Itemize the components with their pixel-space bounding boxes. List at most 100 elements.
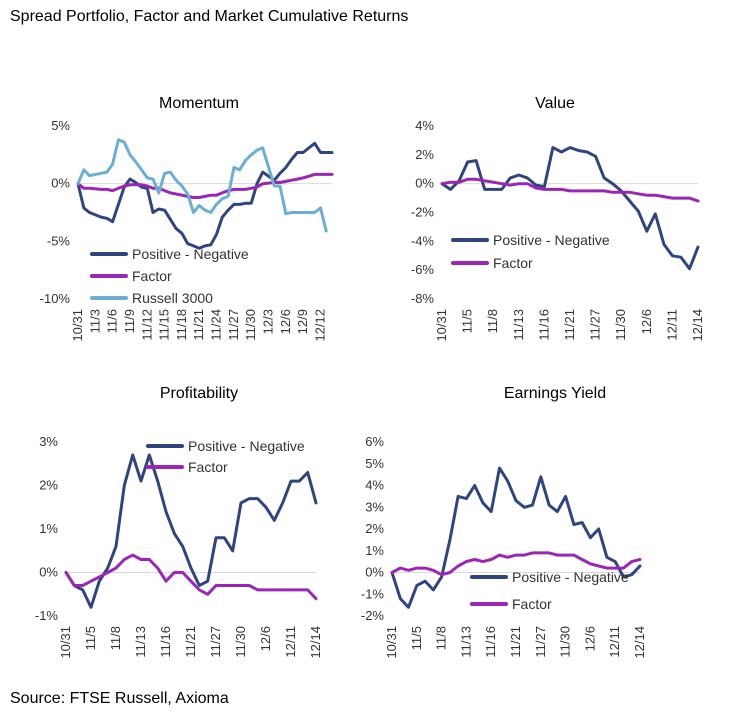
x-tick-label: 11/21 — [191, 309, 206, 341]
x-tick-label: 10/31 — [70, 309, 85, 342]
x-tick-label: 11/30 — [233, 626, 248, 658]
y-tick-label: 0% — [415, 176, 434, 191]
x-tick-label: 11/9 — [122, 309, 137, 333]
x-tick-label: 11/30 — [243, 309, 258, 341]
x-tick-label: 11/5 — [409, 626, 424, 650]
y-tick-label: 2% — [39, 478, 58, 493]
x-tick-label: 12/14 — [690, 309, 705, 342]
y-tick-label: 3% — [39, 434, 58, 449]
x-tick-label: 11/18 — [174, 309, 189, 341]
x-tick-label: 11/13 — [133, 626, 148, 658]
x-tick-label: 11/8 — [434, 626, 449, 650]
legend-label: Positive - Negative — [188, 438, 305, 454]
y-tick-label: -1% — [361, 586, 385, 601]
source-note: Source: FTSE Russell, Axioma — [10, 690, 229, 707]
legend-label: Factor — [132, 268, 172, 284]
x-tick-label: 12/11 — [283, 626, 298, 658]
x-tick-label: 12/12 — [312, 309, 327, 342]
y-tick-label: -2% — [411, 205, 435, 220]
legend-label: Positive - Negative — [512, 569, 629, 585]
chart-value: Value -8% -6% -4% -2% 0% 2% 4% 10/31 11/5 11/8 11/1… — [411, 95, 705, 342]
x-tick-label: 12/3 — [261, 309, 276, 334]
chart-title: Value — [535, 95, 575, 112]
y-tick-label: -2% — [361, 608, 385, 623]
chart-earnings-yield: Earnings Yield -2% -1% 0% 1% 2% 3% 4% 5% 6% 10/31 1… — [361, 385, 647, 659]
y-tick-label: 4% — [415, 118, 434, 133]
x-tick-label: 11/21 — [562, 309, 577, 341]
y-tick-label: -5% — [47, 233, 71, 248]
series-line-positive-negative — [64, 453, 318, 609]
x-tick-label: 11/16 — [483, 626, 498, 658]
x-tick-label: 11/27 — [226, 309, 241, 341]
x-tick-label: 11/13 — [458, 626, 473, 658]
y-tick-label: 0% — [365, 565, 384, 580]
x-tick-label: 12/11 — [664, 309, 679, 341]
chart-title: Earnings Yield — [504, 385, 606, 402]
y-tick-label: -1% — [35, 608, 59, 623]
y-tick-label: 0% — [39, 565, 58, 580]
x-tick-label: 11/21 — [508, 626, 523, 658]
y-tick-label: 6% — [365, 434, 384, 449]
x-tick-label: 11/5 — [460, 309, 475, 333]
x-tick-label: 11/27 — [208, 626, 223, 658]
legend-label: Factor — [512, 596, 552, 612]
series-line-positive-negative — [390, 466, 642, 609]
y-tick-label: 4% — [365, 478, 384, 493]
x-tick-label: 11/6 — [105, 309, 120, 333]
y-tick-label: 1% — [39, 521, 58, 536]
x-tick-label: 11/16 — [158, 626, 173, 658]
x-tick-label: 11/13 — [511, 309, 526, 341]
chart-title: Momentum — [159, 95, 239, 112]
series-line-positive-negative — [76, 141, 334, 250]
x-tick-label: 11/12 — [139, 309, 154, 341]
x-tick-label: 10/31 — [434, 309, 449, 342]
x-tick-label: 11/21 — [183, 626, 198, 658]
x-tick-label: 11/27 — [533, 626, 548, 658]
y-tick-label: 1% — [365, 543, 384, 558]
series-line-russell-3000 — [76, 138, 328, 233]
y-tick-label: 2% — [365, 521, 384, 536]
y-tick-label: 3% — [365, 499, 384, 514]
x-tick-label: 12/6 — [582, 626, 597, 651]
x-tick-label: 10/31 — [58, 626, 73, 659]
x-tick-label: 12/6 — [258, 626, 273, 651]
x-tick-label: 12/14 — [308, 626, 323, 659]
series-line-factor — [76, 172, 334, 199]
y-tick-label: 0% — [51, 176, 70, 191]
legend-label: Positive - Negative — [132, 246, 249, 262]
x-tick-label: 11/16 — [536, 309, 551, 341]
series-line-factor — [440, 177, 700, 203]
chart-momentum: Momentum-10%-5%0%5%10/31 11/3 11/6 11/9 11/1… — [40, 95, 334, 342]
series-line-factor — [64, 553, 318, 601]
x-tick-label: 10/31 — [384, 626, 399, 659]
y-tick-label: -10% — [40, 291, 71, 306]
x-tick-label: 11/24 — [209, 309, 224, 341]
legend-label: Factor — [188, 459, 228, 475]
x-tick-label: 11/5 — [83, 626, 98, 650]
legend-label: Positive - Negative — [493, 232, 610, 248]
x-tick-label: 11/3 — [87, 309, 102, 333]
x-tick-label: 11/8 — [485, 309, 500, 333]
x-tick-label: 12/9 — [295, 309, 310, 334]
chart-profitability: Profitability -1% 0% 1% 2% 3% 10/31 11/5 11/8 11/… — [35, 385, 323, 659]
legend-label: Factor — [493, 255, 533, 271]
y-tick-label: 5% — [365, 456, 384, 471]
x-tick-label: 11/27 — [588, 309, 603, 341]
x-tick-label: 12/6 — [639, 309, 654, 334]
x-tick-label: 11/30 — [613, 309, 628, 341]
x-tick-label: 12/11 — [607, 626, 622, 658]
x-tick-label: 11/30 — [558, 626, 573, 658]
legend-label: Russell 3000 — [132, 290, 213, 306]
y-tick-label: 5% — [51, 118, 70, 133]
x-tick-label: 11/8 — [108, 626, 123, 650]
series-line-factor — [390, 551, 642, 577]
series-line-positive-negative — [440, 146, 700, 271]
y-tick-label: -8% — [411, 291, 435, 306]
page-title: Spread Portfolio, Factor and Market Cumu… — [10, 8, 409, 25]
x-tick-label: 12/6 — [278, 309, 293, 334]
chart-title: Profitability — [160, 385, 238, 402]
x-tick-label: 12/14 — [632, 626, 647, 659]
y-tick-label: -4% — [411, 233, 435, 248]
x-tick-label: 11/15 — [157, 309, 172, 341]
